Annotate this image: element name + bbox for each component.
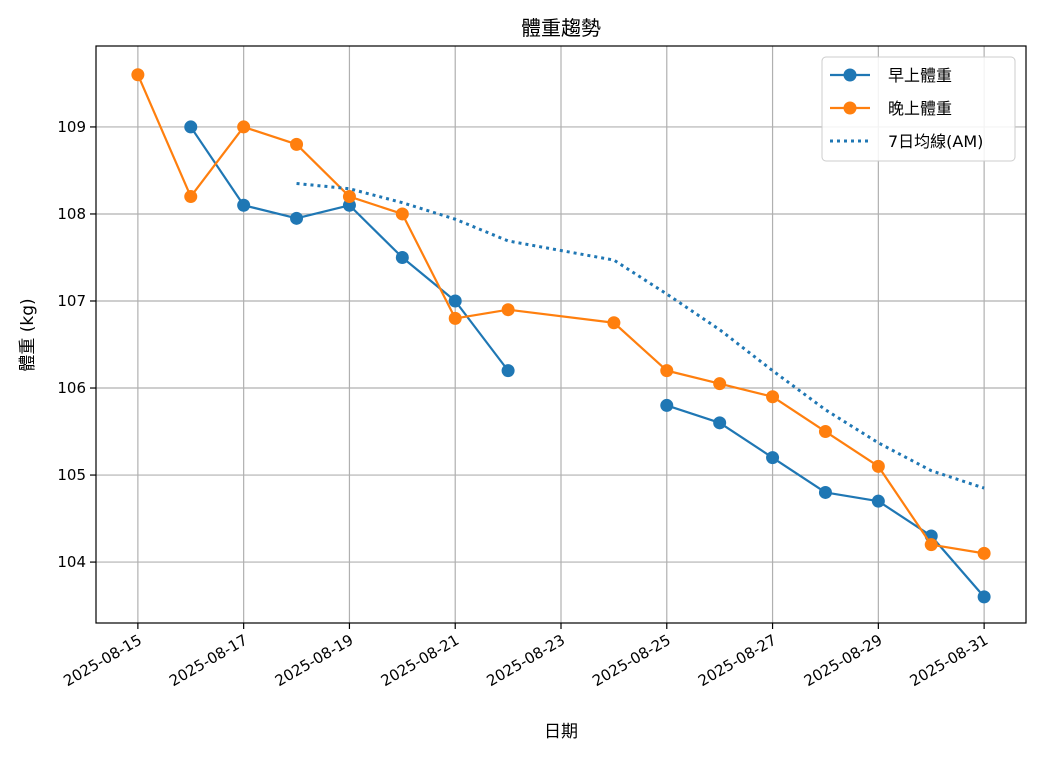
data-point — [766, 451, 780, 465]
data-point — [818, 425, 832, 439]
data-point — [184, 120, 198, 134]
x-tick-label: 2025-08-29 — [801, 631, 886, 690]
data-point — [713, 377, 727, 391]
data-point — [607, 316, 621, 330]
data-point — [871, 494, 885, 508]
y-axis-title: 體重 (kg) — [18, 298, 38, 371]
series-line — [296, 182, 985, 490]
data-point — [660, 398, 674, 412]
x-tick-label: 2025-08-19 — [272, 631, 357, 690]
x-tick-label: 2025-08-17 — [166, 631, 251, 690]
y-tick-label: 109 — [57, 118, 86, 136]
legend-entry: 晚上體重 — [830, 99, 952, 118]
series-2 — [296, 182, 985, 490]
series-line — [136, 74, 985, 555]
legend-label: 晚上體重 — [888, 99, 952, 118]
y-tick-label: 105 — [57, 466, 86, 484]
data-point — [977, 590, 991, 604]
legend-entry: 7日均線(AM) — [830, 132, 983, 151]
legend-label: 7日均線(AM) — [888, 132, 983, 151]
x-tick-label: 2025-08-15 — [60, 631, 145, 690]
data-point — [818, 485, 832, 499]
data-point — [448, 294, 462, 308]
data-point — [924, 538, 938, 552]
y-tick-label: 104 — [57, 553, 86, 571]
x-axis-title: 日期 — [544, 722, 578, 742]
x-tick-label: 2025-08-23 — [483, 631, 568, 690]
series-line — [189, 126, 985, 598]
data-point — [237, 120, 251, 134]
data-point — [342, 190, 356, 204]
x-tick-label: 2025-08-21 — [378, 631, 463, 690]
grid — [96, 46, 1026, 623]
series-1 — [131, 68, 991, 560]
series-0 — [184, 120, 991, 604]
data-point — [290, 211, 304, 225]
data-point — [290, 137, 304, 151]
data-point — [501, 303, 515, 317]
legend-marker — [843, 68, 857, 82]
x-tick-label: 2025-08-27 — [695, 631, 780, 690]
chart-title: 體重趨勢 — [521, 16, 601, 40]
data-point — [713, 416, 727, 430]
data-point — [237, 198, 251, 212]
data-point — [184, 190, 198, 204]
y-tick-label: 107 — [57, 292, 86, 310]
legend-label: 早上體重 — [888, 66, 952, 85]
data-point — [766, 390, 780, 404]
x-axis: 2025-08-15 2025-08-17 2025-08-19 2025-08-21… — [60, 623, 991, 690]
series-layer — [131, 68, 991, 604]
y-tick-label: 106 — [57, 379, 86, 397]
data-point — [660, 364, 674, 378]
data-point — [501, 364, 515, 378]
legend-marker — [843, 101, 857, 115]
data-point — [871, 459, 885, 473]
y-axis: 104 105 106 107 108 109 — [57, 118, 96, 571]
x-tick-label: 2025-08-25 — [589, 631, 674, 690]
data-point — [131, 68, 145, 82]
legend-entry: 早上體重 — [830, 66, 952, 85]
legend-box — [821, 56, 1016, 162]
data-point — [977, 546, 991, 560]
data-point — [395, 250, 409, 264]
y-tick-label: 108 — [57, 205, 86, 223]
data-point — [448, 311, 462, 325]
x-tick-label: 2025-08-31 — [907, 631, 992, 690]
data-point — [395, 207, 409, 221]
